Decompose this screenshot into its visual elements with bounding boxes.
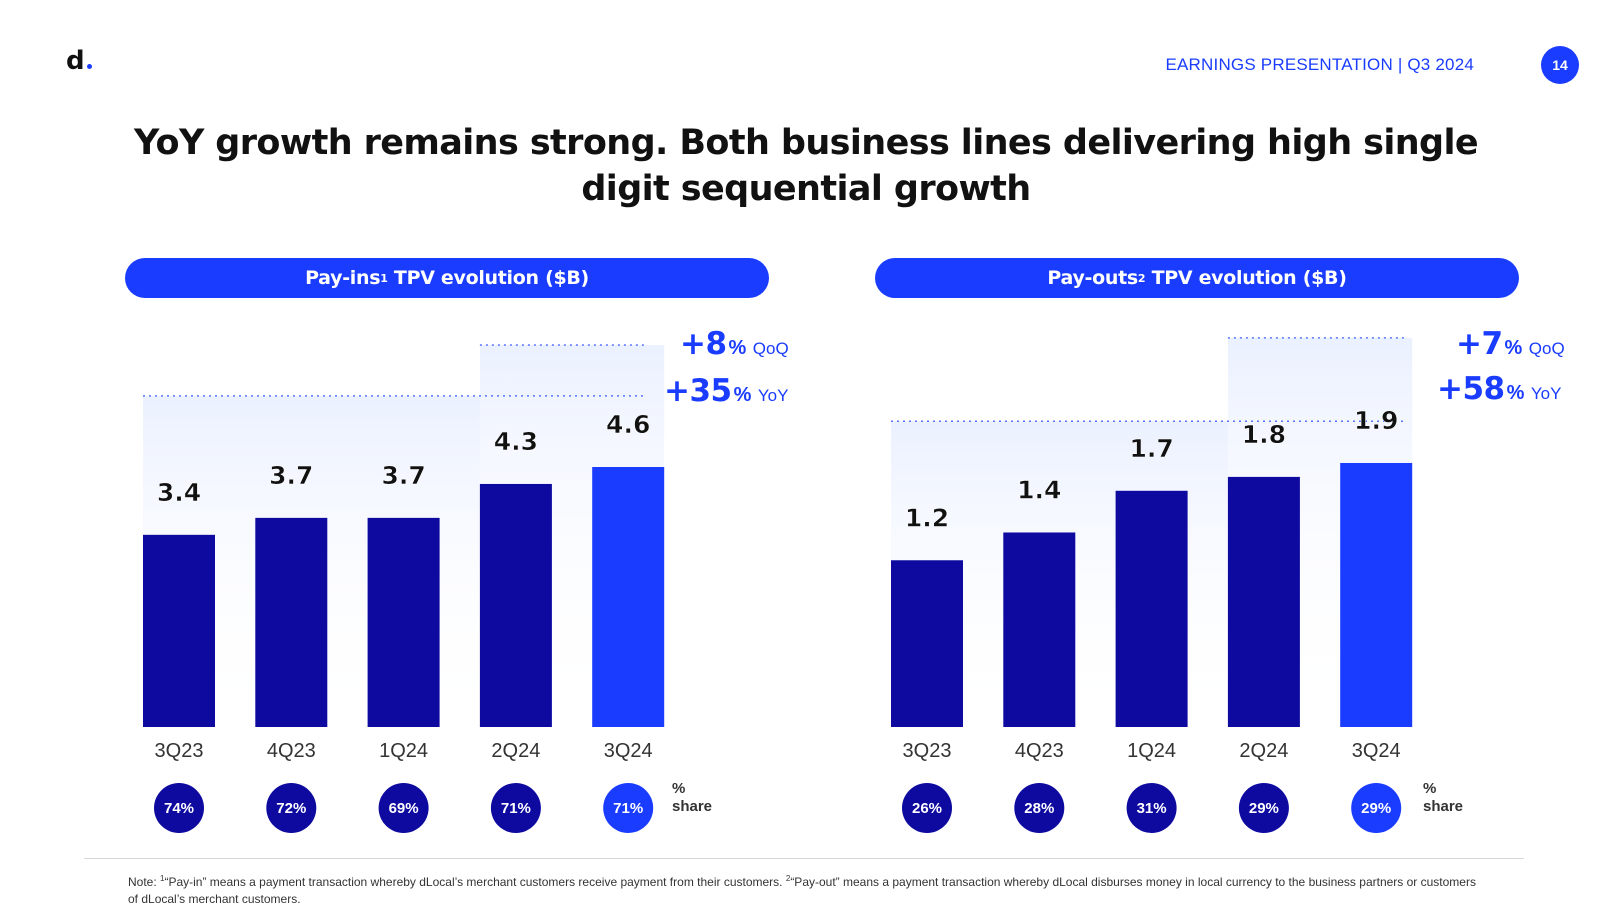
payouts-category-4q23: 4Q23 <box>1015 740 1064 762</box>
payouts-title-sup: 2 <box>1137 271 1146 285</box>
payouts-qoq-growth: +7% QoQ <box>1456 326 1565 362</box>
payouts-share-circle-3q24 <box>1351 783 1402 833</box>
footnote-n2: 2 <box>785 874 791 883</box>
payins-bar-4q23 <box>255 517 328 727</box>
payins-share-label-line2: share <box>672 798 713 815</box>
payins-share-3q24: 71% <box>613 800 643 817</box>
footnote: Note: 1“Pay-in” means a payment transact… <box>128 870 1478 908</box>
payouts-chart-title: Pay-outs 2 TPV evolution ($B) <box>875 258 1519 298</box>
payins-share-circle-3q23 <box>154 783 204 833</box>
payouts-value-label-3q24: 1.9 <box>1354 406 1398 435</box>
payins-share-circle-4q23 <box>266 783 317 833</box>
payouts-share-3q23: 26% <box>912 800 942 817</box>
footnote-payout-definition: “Pay-out” means a payment transaction wh… <box>128 875 1476 906</box>
dlocal-logo: d <box>66 46 85 76</box>
payins-share-4q23: 72% <box>276 800 306 817</box>
payouts-share-label: % share <box>1423 780 1463 816</box>
payouts-share-3q24: 29% <box>1361 800 1391 817</box>
payins-share-label-line1: % <box>672 780 686 797</box>
payins-yoy-pct: % <box>733 384 752 406</box>
page-number-badge: 14 <box>1541 46 1579 84</box>
payins-share-circle-1q24 <box>378 783 429 833</box>
payouts-yoy-pct: % <box>1506 382 1525 404</box>
payins-value-label-2q24: 4.3 <box>494 427 538 456</box>
payouts-category-1q24: 1Q24 <box>1127 740 1176 762</box>
payouts-category-2q24: 2Q24 <box>1239 740 1288 762</box>
payouts-category-3q23: 3Q23 <box>903 740 952 762</box>
payins-qoq-label: QoQ <box>752 339 789 358</box>
payins-bar-1q24 <box>367 517 440 727</box>
payouts-share-circle-3q23 <box>902 783 952 833</box>
payins-share-2q24: 71% <box>501 800 531 817</box>
footnote-prefix: Note: <box>128 875 161 889</box>
payouts-value-label-4q23: 1.4 <box>1017 475 1061 504</box>
payouts-value-label-3q23: 1.2 <box>905 503 949 532</box>
payins-category-2q24: 2Q24 <box>491 740 540 762</box>
logo-dot <box>87 64 92 69</box>
payouts-category-3q24: 3Q24 <box>1352 740 1401 762</box>
payins-title-sup: 1 <box>380 271 388 285</box>
payouts-share-circle-2q24 <box>1238 783 1289 833</box>
payins-category-4q23: 4Q23 <box>267 740 316 762</box>
payins-qoq-pct: % <box>728 337 747 359</box>
payouts-value-label-1q24: 1.7 <box>1129 434 1173 463</box>
payins-share-circle-3q24 <box>603 783 654 833</box>
payins-value-label-3q24: 4.6 <box>606 410 650 439</box>
payins-share-1q24: 69% <box>389 800 419 817</box>
payins-share-label: % share <box>672 780 712 816</box>
payins-title-main: Pay-ins <box>305 267 381 289</box>
payouts-bar-1q24 <box>1115 490 1188 727</box>
payouts-qoq-value: +7 <box>1456 326 1503 362</box>
payins-bar-3q23 <box>143 534 215 727</box>
payouts-share-1q24: 31% <box>1137 800 1167 817</box>
payins-bar-2q24 <box>479 483 552 727</box>
payins-category-3q24: 3Q24 <box>604 740 653 762</box>
payouts-share-label-line2: share <box>1423 798 1464 815</box>
payouts-bar-3q24 <box>1340 463 1413 727</box>
payins-bar-3q24 <box>592 467 665 727</box>
payouts-share-circle-1q24 <box>1126 783 1177 833</box>
payouts-qoq-label: QoQ <box>1528 339 1565 358</box>
presentation-label: EARNINGS PRESENTATION | Q3 2024 <box>1165 55 1474 74</box>
footnote-payin-definition: “Pay-in” means a payment transaction whe… <box>164 875 783 889</box>
payouts-share-2q24: 29% <box>1249 800 1279 817</box>
payouts-share-label-line1: % <box>1423 780 1437 797</box>
payins-qoq-value: +8 <box>680 326 727 362</box>
payouts-yoy-label: YoY <box>1530 384 1562 403</box>
payins-qoq-growth: +8% QoQ <box>680 326 789 362</box>
payouts-title-rest: TPV evolution ($B) <box>1145 267 1347 289</box>
payouts-bar-4q23 <box>1003 532 1076 727</box>
payouts-share-4q23: 28% <box>1024 800 1054 817</box>
payins-yoy-value: +35 <box>664 373 732 409</box>
payins-title-rest: TPV evolution ($B) <box>387 267 589 289</box>
payins-category-3q23: 3Q23 <box>155 740 204 762</box>
footer-divider <box>84 858 1524 859</box>
payins-value-label-4q23: 3.7 <box>269 461 313 490</box>
payins-share-circle-2q24 <box>490 783 541 833</box>
footnote-n1: 1 <box>160 874 165 883</box>
payins-share-3q23: 74% <box>164 800 194 817</box>
payins-chart-title: Pay-ins 1 TPV evolution ($B) <box>125 258 769 298</box>
payins-value-label-3q23: 3.4 <box>157 478 201 507</box>
payouts-bar-2q24 <box>1227 476 1300 727</box>
payouts-title-main: Pay-outs <box>1047 267 1138 289</box>
payouts-qoq-pct: % <box>1504 337 1523 359</box>
payins-yoy-growth: +35% YoY <box>664 373 788 409</box>
payouts-share-circle-4q23 <box>1014 783 1065 833</box>
slide-title: YoY growth remains strong. Both business… <box>133 123 1479 209</box>
payouts-bar-3q23 <box>891 560 963 727</box>
payins-value-label-1q24: 3.7 <box>381 461 425 490</box>
payins-category-1q24: 1Q24 <box>379 740 428 762</box>
payouts-value-label-2q24: 1.8 <box>1242 420 1286 449</box>
payins-yoy-label: YoY <box>757 386 789 405</box>
payouts-yoy-growth: +58% YoY <box>1437 371 1561 407</box>
payouts-yoy-value: +58 <box>1437 371 1505 407</box>
